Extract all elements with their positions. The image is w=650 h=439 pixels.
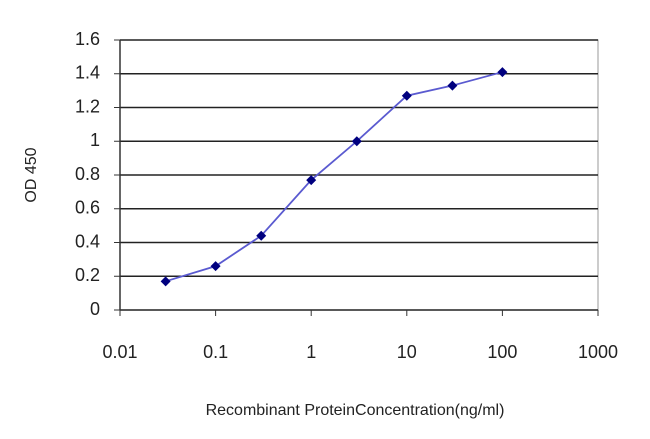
data-point: [256, 230, 267, 241]
y-tick-label: 1.4: [75, 63, 100, 83]
y-tick-label: 0.4: [75, 231, 100, 251]
data-point: [160, 276, 171, 287]
series-line: [165, 71, 503, 283]
data-point: [401, 90, 412, 101]
data-point: [497, 67, 508, 78]
data-point: [351, 136, 362, 147]
x-tick-label: 0.1: [203, 342, 228, 362]
y-tick-label: 1: [90, 130, 100, 150]
y-tick-label: 1.2: [75, 96, 100, 116]
x-tick-label: 1: [306, 342, 316, 362]
x-tick-label: 1000: [578, 342, 618, 362]
data-point: [306, 175, 317, 186]
y-tick-label: 0.6: [75, 198, 100, 218]
x-tick-label: 100: [487, 342, 517, 362]
data-point: [210, 261, 221, 272]
x-tick-label: 0.01: [102, 342, 137, 362]
x-axis-label: Recombinant ProteinConcentration(ng/ml): [206, 402, 505, 419]
data-point: [447, 80, 458, 91]
x-tick-label: 10: [397, 342, 417, 362]
y-tick-label: 1.6: [75, 29, 100, 49]
y-tick-label: 0: [90, 299, 100, 319]
y-axis-label: OD 450: [23, 147, 40, 202]
y-tick-label: 0.8: [75, 164, 100, 184]
y-tick-label: 0.2: [75, 265, 100, 285]
